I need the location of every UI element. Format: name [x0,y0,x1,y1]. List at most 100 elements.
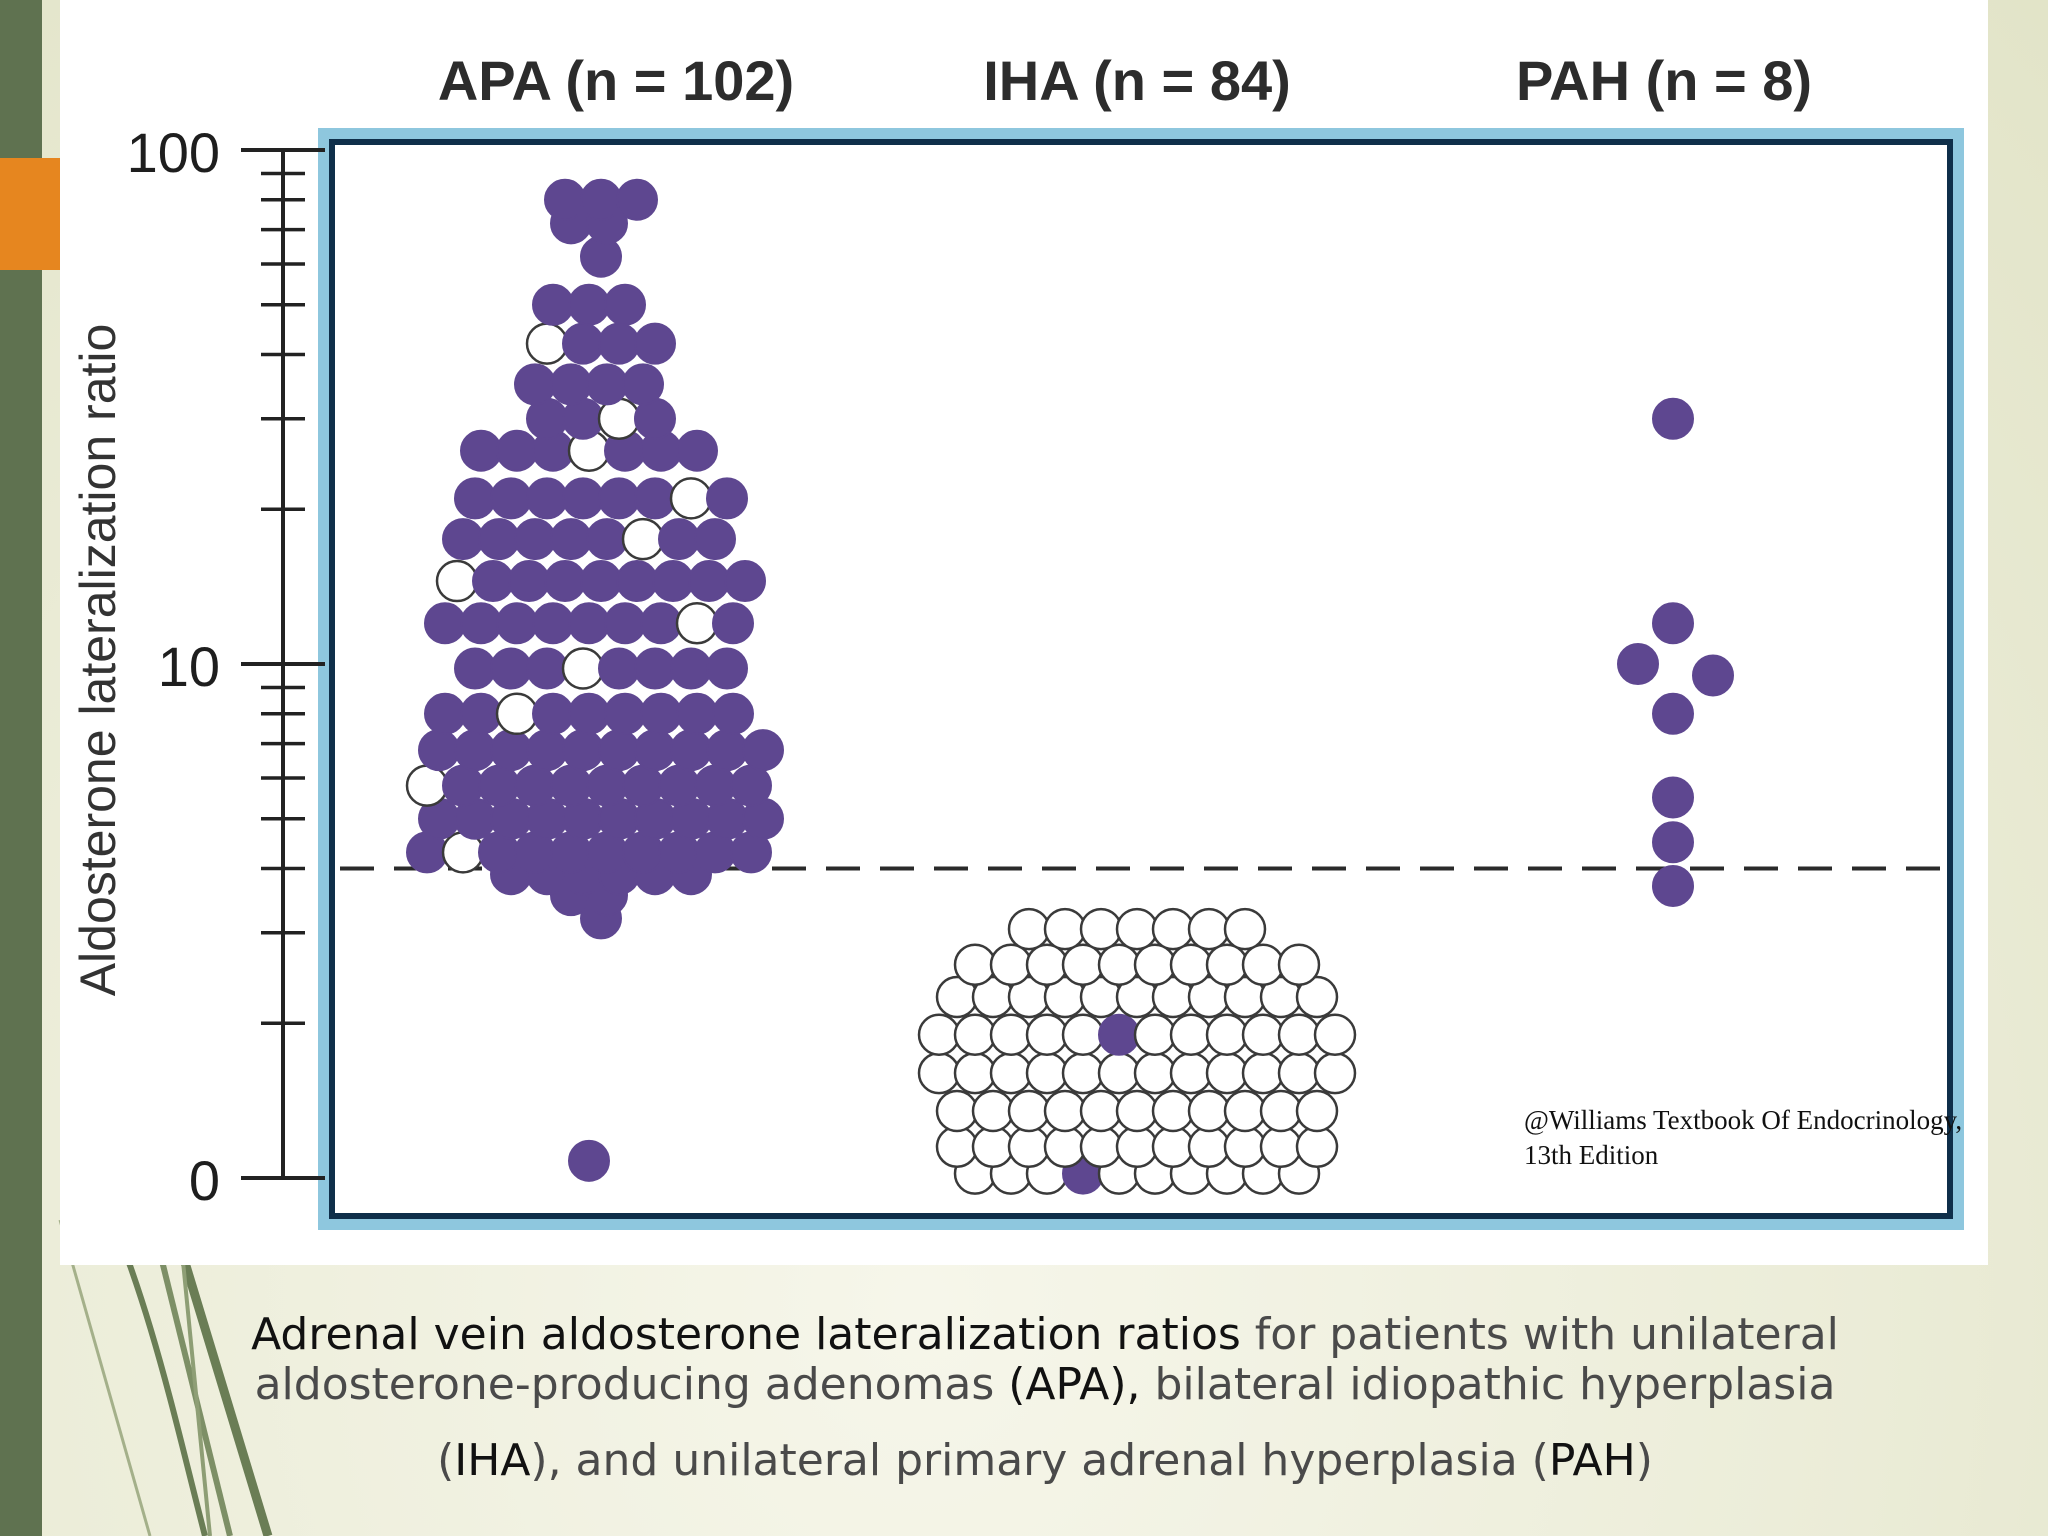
data-point-open [953,943,997,986]
data-point-open [935,1089,979,1133]
data-point-open [1241,943,1285,986]
group-header: PAH (n = 8) [1516,49,1812,112]
data-point-filled [724,560,766,603]
data-point-filled [670,647,712,690]
y-tick-label: 10 [158,635,220,698]
data-point-filled [586,363,628,406]
data-point-open [1313,1013,1357,1056]
data-point-filled [1652,864,1694,907]
data-point-open [1007,1125,1051,1169]
data-point-filled [514,764,556,807]
data-point-filled [658,518,700,561]
data-point-open [971,1125,1015,1169]
data-point-open [935,1125,979,1169]
data-point-open [1169,1013,1213,1056]
data-point-filled [514,518,556,561]
data-point-open [495,692,539,736]
data-point-filled [1652,821,1694,864]
caption-text: for patients with unilateral [1240,1309,1839,1360]
data-point-filled [544,178,586,221]
data-point-filled [1692,654,1734,697]
data-point-filled [550,764,592,807]
data-point-filled [694,518,736,561]
y-axis-label: Aldosterone lateralization ratio [70,324,126,997]
data-point-open [1061,943,1105,986]
data-point-filled [694,764,736,807]
data-point-filled [598,647,640,690]
orange-accent-tab [0,158,60,270]
data-point-open [1187,907,1231,951]
data-point-filled [496,602,538,645]
data-point-filled [424,602,466,645]
data-point-filled [568,283,610,326]
caption-line-3: (IHA), and unilateral primary adrenal hy… [150,1436,1940,1486]
data-point-filled [418,729,460,772]
data-point-open [989,1013,1033,1056]
data-point-open [1133,1051,1177,1095]
data-point-filled [460,602,502,645]
data-point-filled [424,692,466,735]
data-point-filled [472,560,514,603]
data-point-filled [550,518,592,561]
data-point-open [1295,1125,1339,1169]
data-point-filled [604,692,646,735]
data-point-filled [634,729,676,772]
data-point-open [1241,1051,1285,1095]
data-point-filled [454,477,496,520]
data-point-filled [622,764,664,807]
data-point-open [1025,1051,1069,1095]
data-point-filled [640,692,682,735]
caption-text: bilateral idiopathic hyperplasia [1140,1359,1836,1410]
data-point-filled [478,764,520,807]
data-point-filled [544,560,586,603]
data-point-open [1025,1013,1069,1056]
data-point-filled [442,518,484,561]
data-point-open [1133,1013,1177,1056]
data-point-open [621,517,665,561]
data-point-filled [490,729,532,772]
data-point-open [1097,1051,1141,1095]
data-point-open [405,764,449,807]
data-point-open [1205,943,1249,986]
data-point-filled [634,322,676,365]
data-point-filled [730,764,772,807]
data-point-filled [526,729,568,772]
caption-highlight: PAH [1548,1435,1636,1486]
data-point-filled [706,729,748,772]
data-point-open [1151,1089,1195,1133]
data-point-filled [706,647,748,690]
data-point-open [1259,1089,1303,1133]
data-point-filled [460,429,502,472]
data-point-filled [586,764,628,807]
data-point-open [1115,1125,1159,1169]
caption-highlight: (APA), [1008,1359,1141,1410]
data-point-filled [478,518,520,561]
data-point-open [1205,1013,1249,1056]
data-point-filled [634,647,676,690]
data-point-open [1277,943,1321,986]
data-point-filled [568,1139,610,1182]
credit-line-1: @Williams Textbook Of Endocrinology, [1524,1105,1963,1135]
data-point-filled [562,477,604,520]
data-point-open [1223,1089,1267,1133]
data-point-filled [1617,643,1659,685]
data-point-open [917,1013,961,1056]
data-point-filled [1652,692,1694,735]
data-point-open [1097,943,1141,986]
data-point-filled [586,518,628,561]
data-point-open [1259,1125,1303,1169]
plot-frame-inner [329,139,1953,1219]
data-point-open [1313,1051,1357,1095]
data-point-open [1187,1089,1231,1133]
data-point-filled [598,322,640,365]
data-point-filled [454,647,496,690]
y-tick-label: 0 [189,1149,220,1212]
data-point-open [1061,1013,1105,1056]
data-point-filled [634,477,676,520]
data-point-open [1043,907,1087,951]
data-point-open [1151,907,1195,951]
data-point-open [669,477,713,520]
credit-line-2: 13th Edition [1524,1140,1659,1170]
data-point-open [1115,1089,1159,1133]
